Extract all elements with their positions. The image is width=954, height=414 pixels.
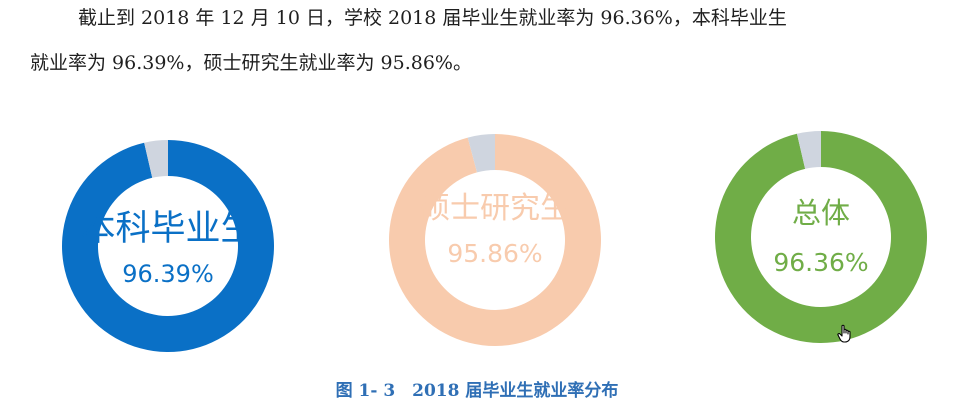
master-remaining-slice xyxy=(467,134,495,173)
master-employed-slice xyxy=(389,134,601,347)
master-value-label: 95.86% xyxy=(447,239,542,268)
paragraph-line-2: 就业率为 96.39%，硕士研究生就业率为 95.86%。 xyxy=(30,52,472,74)
donut-undergraduate: 本科毕业生 96.39% xyxy=(61,140,274,352)
hand-pointer-icon xyxy=(837,324,851,343)
undergraduate-employed-slice xyxy=(61,140,274,352)
donut-overall: 总体 96.36% xyxy=(715,131,928,343)
overall-value-label: 96.36% xyxy=(773,248,868,277)
figure-caption: 图 1- 3 2018 届毕业生就业率分布 xyxy=(335,381,619,401)
undergraduate-title: 本科毕业生 xyxy=(80,209,255,249)
donut-master: 硕士研究生 95.86% xyxy=(389,134,601,347)
overall-remaining-slice xyxy=(796,131,821,169)
paragraph-line-1: 截止到 2018 年 12 月 10 日，学校 2018 届毕业生就业率为 96… xyxy=(78,7,787,29)
undergraduate-value-label: 96.39% xyxy=(122,260,214,288)
overall-employed-slice xyxy=(715,131,928,343)
undergraduate-remaining-slice xyxy=(144,140,168,178)
overall-title: 总体 xyxy=(792,196,850,230)
master-title: 硕士研究生 xyxy=(420,191,570,226)
